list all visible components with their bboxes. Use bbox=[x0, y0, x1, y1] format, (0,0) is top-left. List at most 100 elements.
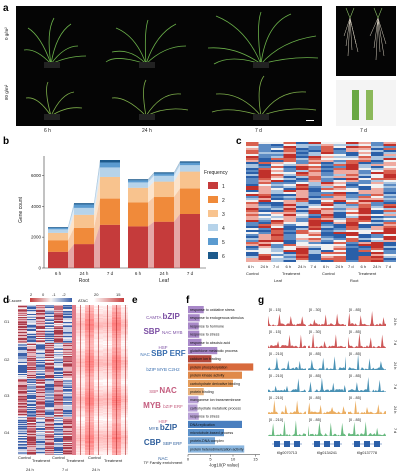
heatmap-cell bbox=[271, 208, 284, 210]
d-cell bbox=[36, 328, 45, 329]
heatmap-cell bbox=[258, 200, 271, 202]
heatmap-cell bbox=[346, 222, 359, 224]
heatmap-cell bbox=[321, 196, 334, 198]
heatmap-cell bbox=[321, 228, 334, 230]
d-cell bbox=[36, 329, 45, 330]
d-cell bbox=[27, 353, 36, 354]
heatmap-cell bbox=[333, 244, 346, 246]
heatmap-cell bbox=[296, 240, 309, 242]
atac-center bbox=[89, 439, 90, 440]
d-cell bbox=[18, 340, 27, 341]
zscore-tick-m2: -2 bbox=[62, 292, 66, 297]
atac-center bbox=[80, 435, 81, 436]
heatmap-cell bbox=[258, 156, 271, 158]
heatmap-cell bbox=[371, 202, 384, 204]
heatmap-cell bbox=[321, 250, 334, 252]
d-cell bbox=[27, 443, 36, 444]
atac-center bbox=[116, 329, 117, 330]
atac-center bbox=[98, 355, 99, 356]
heatmap-cell bbox=[246, 204, 259, 206]
atac-center bbox=[89, 387, 90, 388]
d-cell bbox=[45, 454, 54, 455]
heatmap-cell bbox=[283, 184, 296, 186]
go-term-label: response to hormone bbox=[190, 324, 224, 328]
heatmap-cell bbox=[246, 252, 259, 254]
heatmap-cell bbox=[346, 256, 359, 258]
legend-swatch-5 bbox=[208, 238, 218, 245]
heatmap-cell bbox=[271, 204, 284, 206]
atac-center bbox=[107, 343, 108, 344]
heatmap-cell bbox=[271, 238, 284, 240]
heatmap-cell bbox=[321, 226, 334, 228]
heatmap-cell bbox=[346, 168, 359, 170]
heatmap-cell bbox=[346, 258, 359, 260]
heatmap-cell bbox=[346, 156, 359, 158]
heatmap-cell bbox=[346, 242, 359, 244]
atac-center bbox=[80, 403, 81, 404]
d-cell bbox=[45, 347, 54, 348]
atac-center bbox=[125, 317, 126, 318]
atac-center bbox=[116, 335, 117, 336]
go-term-label: calcium ion binding bbox=[190, 357, 221, 361]
d-cell bbox=[27, 453, 36, 454]
d-cell bbox=[18, 310, 27, 311]
d-cell bbox=[63, 416, 72, 417]
heatmap-cell bbox=[333, 190, 346, 192]
tf-word: MYB bbox=[172, 330, 183, 336]
atac-center bbox=[116, 363, 117, 364]
d-cell bbox=[18, 415, 27, 416]
gene-exon bbox=[374, 441, 380, 447]
heatmap-cell bbox=[271, 236, 284, 238]
d-cell bbox=[27, 446, 36, 447]
atac-cell bbox=[121, 447, 128, 448]
bar-segment-6 bbox=[74, 203, 94, 205]
d-cell bbox=[18, 365, 27, 366]
atac-center bbox=[107, 388, 108, 389]
d-cell bbox=[63, 414, 72, 415]
atac-cell bbox=[121, 311, 128, 312]
atac-center bbox=[116, 355, 117, 356]
atac-center bbox=[107, 379, 108, 380]
d-cell bbox=[63, 419, 72, 420]
atac-center bbox=[89, 327, 90, 328]
heatmap-cell bbox=[333, 256, 346, 258]
heatmap-cell bbox=[271, 152, 284, 154]
d-cell bbox=[36, 395, 45, 396]
go-bar bbox=[188, 388, 204, 396]
d-cell bbox=[36, 307, 45, 308]
y-tick-label: 2000 bbox=[31, 235, 42, 240]
heatmap-cell bbox=[333, 194, 346, 196]
d-cell bbox=[27, 431, 36, 432]
y-axis-label: Gene count bbox=[18, 196, 24, 222]
d-cell bbox=[63, 401, 72, 402]
d-cell bbox=[63, 347, 72, 348]
atac-cell bbox=[121, 359, 128, 360]
d-cell bbox=[45, 423, 54, 424]
leaf-strip-2 bbox=[366, 90, 373, 120]
d-cell bbox=[18, 359, 27, 360]
atac-center bbox=[116, 448, 117, 449]
d-cell bbox=[18, 439, 27, 440]
atac-center bbox=[98, 426, 99, 427]
atac-cell bbox=[121, 431, 128, 432]
heatmap-cell bbox=[321, 214, 334, 216]
atac-center bbox=[125, 427, 126, 428]
atac-center bbox=[125, 383, 126, 384]
heatmap-cell bbox=[346, 230, 359, 232]
atac-center bbox=[98, 312, 99, 313]
d-cell bbox=[63, 371, 72, 372]
heatmap-cell bbox=[246, 188, 259, 190]
heatmap-cell bbox=[358, 148, 371, 150]
heatmap-cell bbox=[271, 246, 284, 248]
atac-cell bbox=[121, 434, 128, 435]
heatmap-cell bbox=[333, 146, 346, 148]
heatmap-cell bbox=[346, 198, 359, 200]
d-cell bbox=[27, 444, 36, 445]
atac-center bbox=[89, 382, 90, 383]
d-cell bbox=[63, 420, 72, 421]
atac-center bbox=[89, 388, 90, 389]
go-term-label: response to endogenous stimulus bbox=[190, 316, 244, 320]
atac-center bbox=[98, 335, 99, 336]
heatmap-cell bbox=[383, 214, 396, 216]
